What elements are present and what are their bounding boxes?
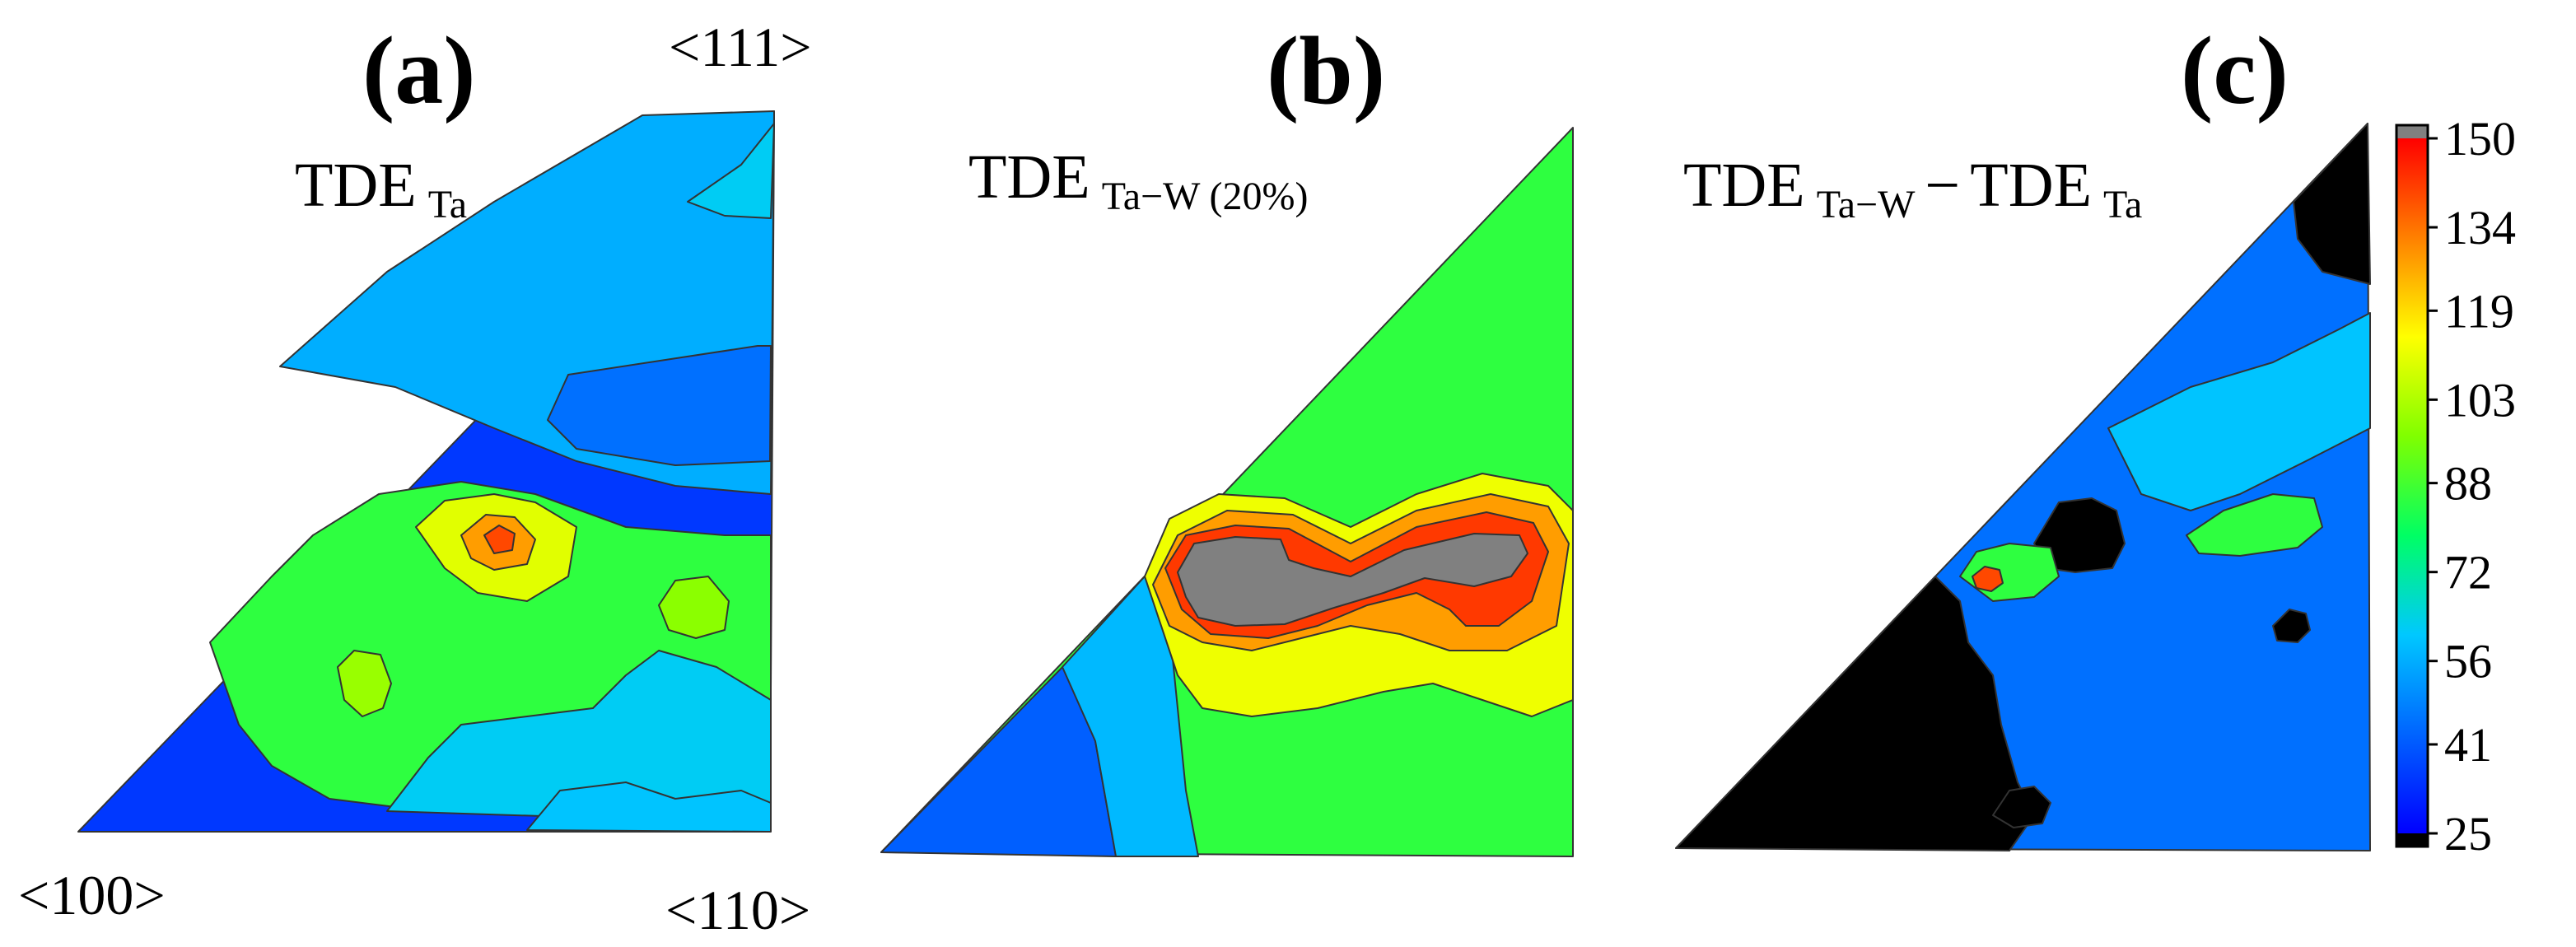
panel-c-title-main2: TDE <box>1970 151 2092 220</box>
contour-region-b-saturated-core <box>1177 533 1528 627</box>
contour-region-a-bottom-cyan <box>526 781 772 833</box>
colorbar-tick-label: 72 <box>2444 546 2492 599</box>
contour-region-a-top-corner-cyan <box>687 123 775 219</box>
panel-b-label: (b) <box>1267 16 1385 124</box>
panel-a-title-main: TDE <box>295 151 417 220</box>
panel-b-title-sub: Ta−W (20%) <box>1102 175 1309 218</box>
colorbar-tick-label: 25 <box>2444 807 2492 861</box>
panel-b-title-main: TDE <box>968 142 1090 212</box>
contour-region-a-peak-core <box>483 525 516 554</box>
panel-b-title: TDE Ta−W (20%) <box>968 142 1308 218</box>
contour-region-a-lower-cyan-tongue <box>386 650 772 824</box>
colorbar-tick-label: 150 <box>2444 112 2516 166</box>
colorbar-tick-label: 41 <box>2444 718 2492 772</box>
colorbar-tick-label: 134 <box>2444 201 2516 254</box>
panel-c-title: TDE Ta−W − TDE Ta <box>1683 151 2142 226</box>
colorbar-tick-label: 56 <box>2444 635 2492 688</box>
contour-map-b <box>880 127 1574 857</box>
contour-region-c-black-top-corner <box>2293 123 2371 285</box>
panel-a-title-sub: Ta <box>428 183 467 226</box>
panel-c: (c) TDE Ta−W − TDE Ta <box>1675 16 2371 851</box>
panel-c-label: (c) <box>2181 16 2289 124</box>
contour-region-c-black-hole-3 <box>1992 786 2051 828</box>
contour-region-c-black-hole-2 <box>2272 609 2311 643</box>
colorbar-tick-label: 103 <box>2444 373 2516 427</box>
corner-label-110: <110> <box>665 879 810 941</box>
contour-region-c-peak-left <box>1972 566 2004 592</box>
colorbar-tick-label: 88 <box>2444 457 2492 511</box>
contour-region-c-black-lower-left <box>1675 576 2035 851</box>
contour-region-a-left-island-yellow <box>337 650 392 717</box>
contour-region-a-top-dark-patch <box>547 345 772 466</box>
colorbar-tick-label: 119 <box>2444 284 2514 338</box>
panel-a-label: (a) <box>362 16 476 124</box>
contour-map-c <box>1675 123 2371 851</box>
panel-c-title-minus: − <box>1925 151 1960 220</box>
panel-a: (a) <111> <100> <110> TDE Ta <box>18 16 812 941</box>
contour-map-a <box>77 110 775 833</box>
contour-region-c-cyan-streak <box>2107 312 2371 511</box>
panel-c-title-sub: Ta−W <box>1817 183 1916 226</box>
contour-region-c-green-island-right <box>2186 493 2323 557</box>
panel-b: (b) TDE Ta−W (20%) <box>880 16 1574 857</box>
colorbar: 150 134 119 103 88 72 56 41 25 <box>2395 112 2516 861</box>
colorbar-gradient <box>2396 138 2428 833</box>
panel-c-title-main: TDE <box>1683 151 1805 220</box>
contour-region-a-right-island-yellow <box>658 576 730 639</box>
panel-a-title: TDE Ta <box>295 151 467 226</box>
colorbar-over-cap <box>2396 125 2428 138</box>
colorbar-frame <box>2395 124 2429 848</box>
panel-c-title-sub2: Ta <box>2103 183 2142 226</box>
corner-label-111: <111> <box>669 16 812 78</box>
corner-label-100: <100> <box>18 864 166 926</box>
colorbar-under-cap <box>2396 833 2428 847</box>
